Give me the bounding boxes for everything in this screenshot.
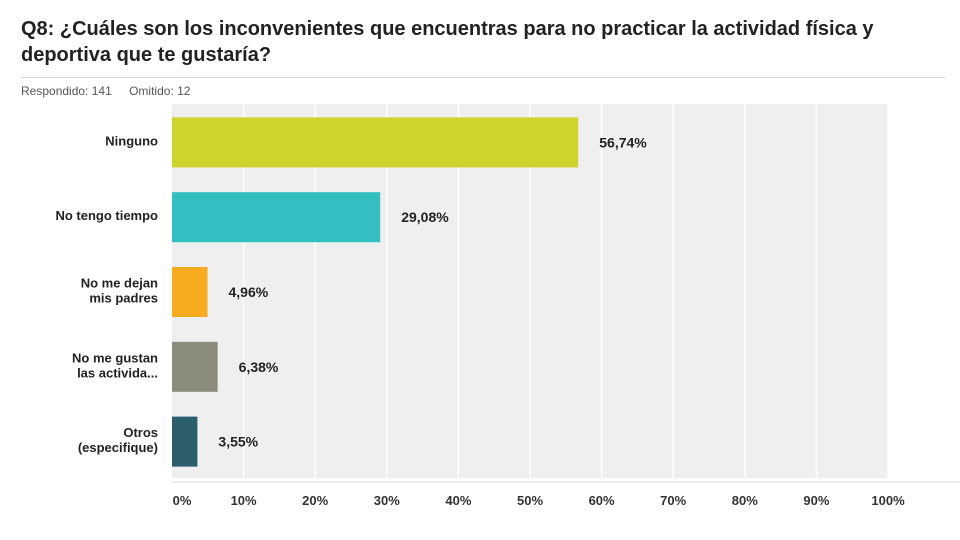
category-label: No tengo tiempo <box>55 208 158 223</box>
question-title: Q8: ¿Cuáles son los inconvenientes que e… <box>21 18 874 66</box>
bar <box>172 416 198 467</box>
answered-count: Respondido: 141 <box>21 84 112 98</box>
bar <box>172 267 208 317</box>
data-label: 29,08% <box>401 209 449 225</box>
x-tick-label: 20% <box>302 493 328 508</box>
data-label: 4,96% <box>229 284 269 300</box>
category-label: Otros <box>123 425 158 440</box>
x-tick-label: 90% <box>803 493 829 508</box>
x-tick-label: 30% <box>374 493 400 508</box>
response-meta: Respondido: 141 Omitido: 12 <box>21 84 190 98</box>
x-tick-label: 100% <box>871 493 905 508</box>
bar <box>172 341 218 392</box>
x-tick-label: 70% <box>660 493 686 508</box>
bar <box>172 192 381 243</box>
x-tick-label: 40% <box>445 493 471 508</box>
x-tick-label: 10% <box>231 493 257 508</box>
title-divider <box>21 77 945 78</box>
data-label: 3,55% <box>218 434 258 450</box>
x-tick-label: 80% <box>732 493 758 508</box>
category-label: las activida... <box>77 365 158 380</box>
category-label: mis padres <box>89 291 158 306</box>
data-label: 6,38% <box>239 359 279 375</box>
bar <box>172 117 579 168</box>
category-label: (especifique) <box>78 440 158 455</box>
skipped-count: Omitido: 12 <box>129 84 191 98</box>
x-tick-label: 0% <box>173 493 192 508</box>
category-label: No me gustan <box>72 350 158 365</box>
category-label: No me dejan <box>81 276 158 291</box>
x-tick-label: 50% <box>517 493 543 508</box>
x-tick-label: 60% <box>589 493 615 508</box>
category-label: Ninguno <box>105 133 158 148</box>
data-label: 56,74% <box>599 134 647 150</box>
